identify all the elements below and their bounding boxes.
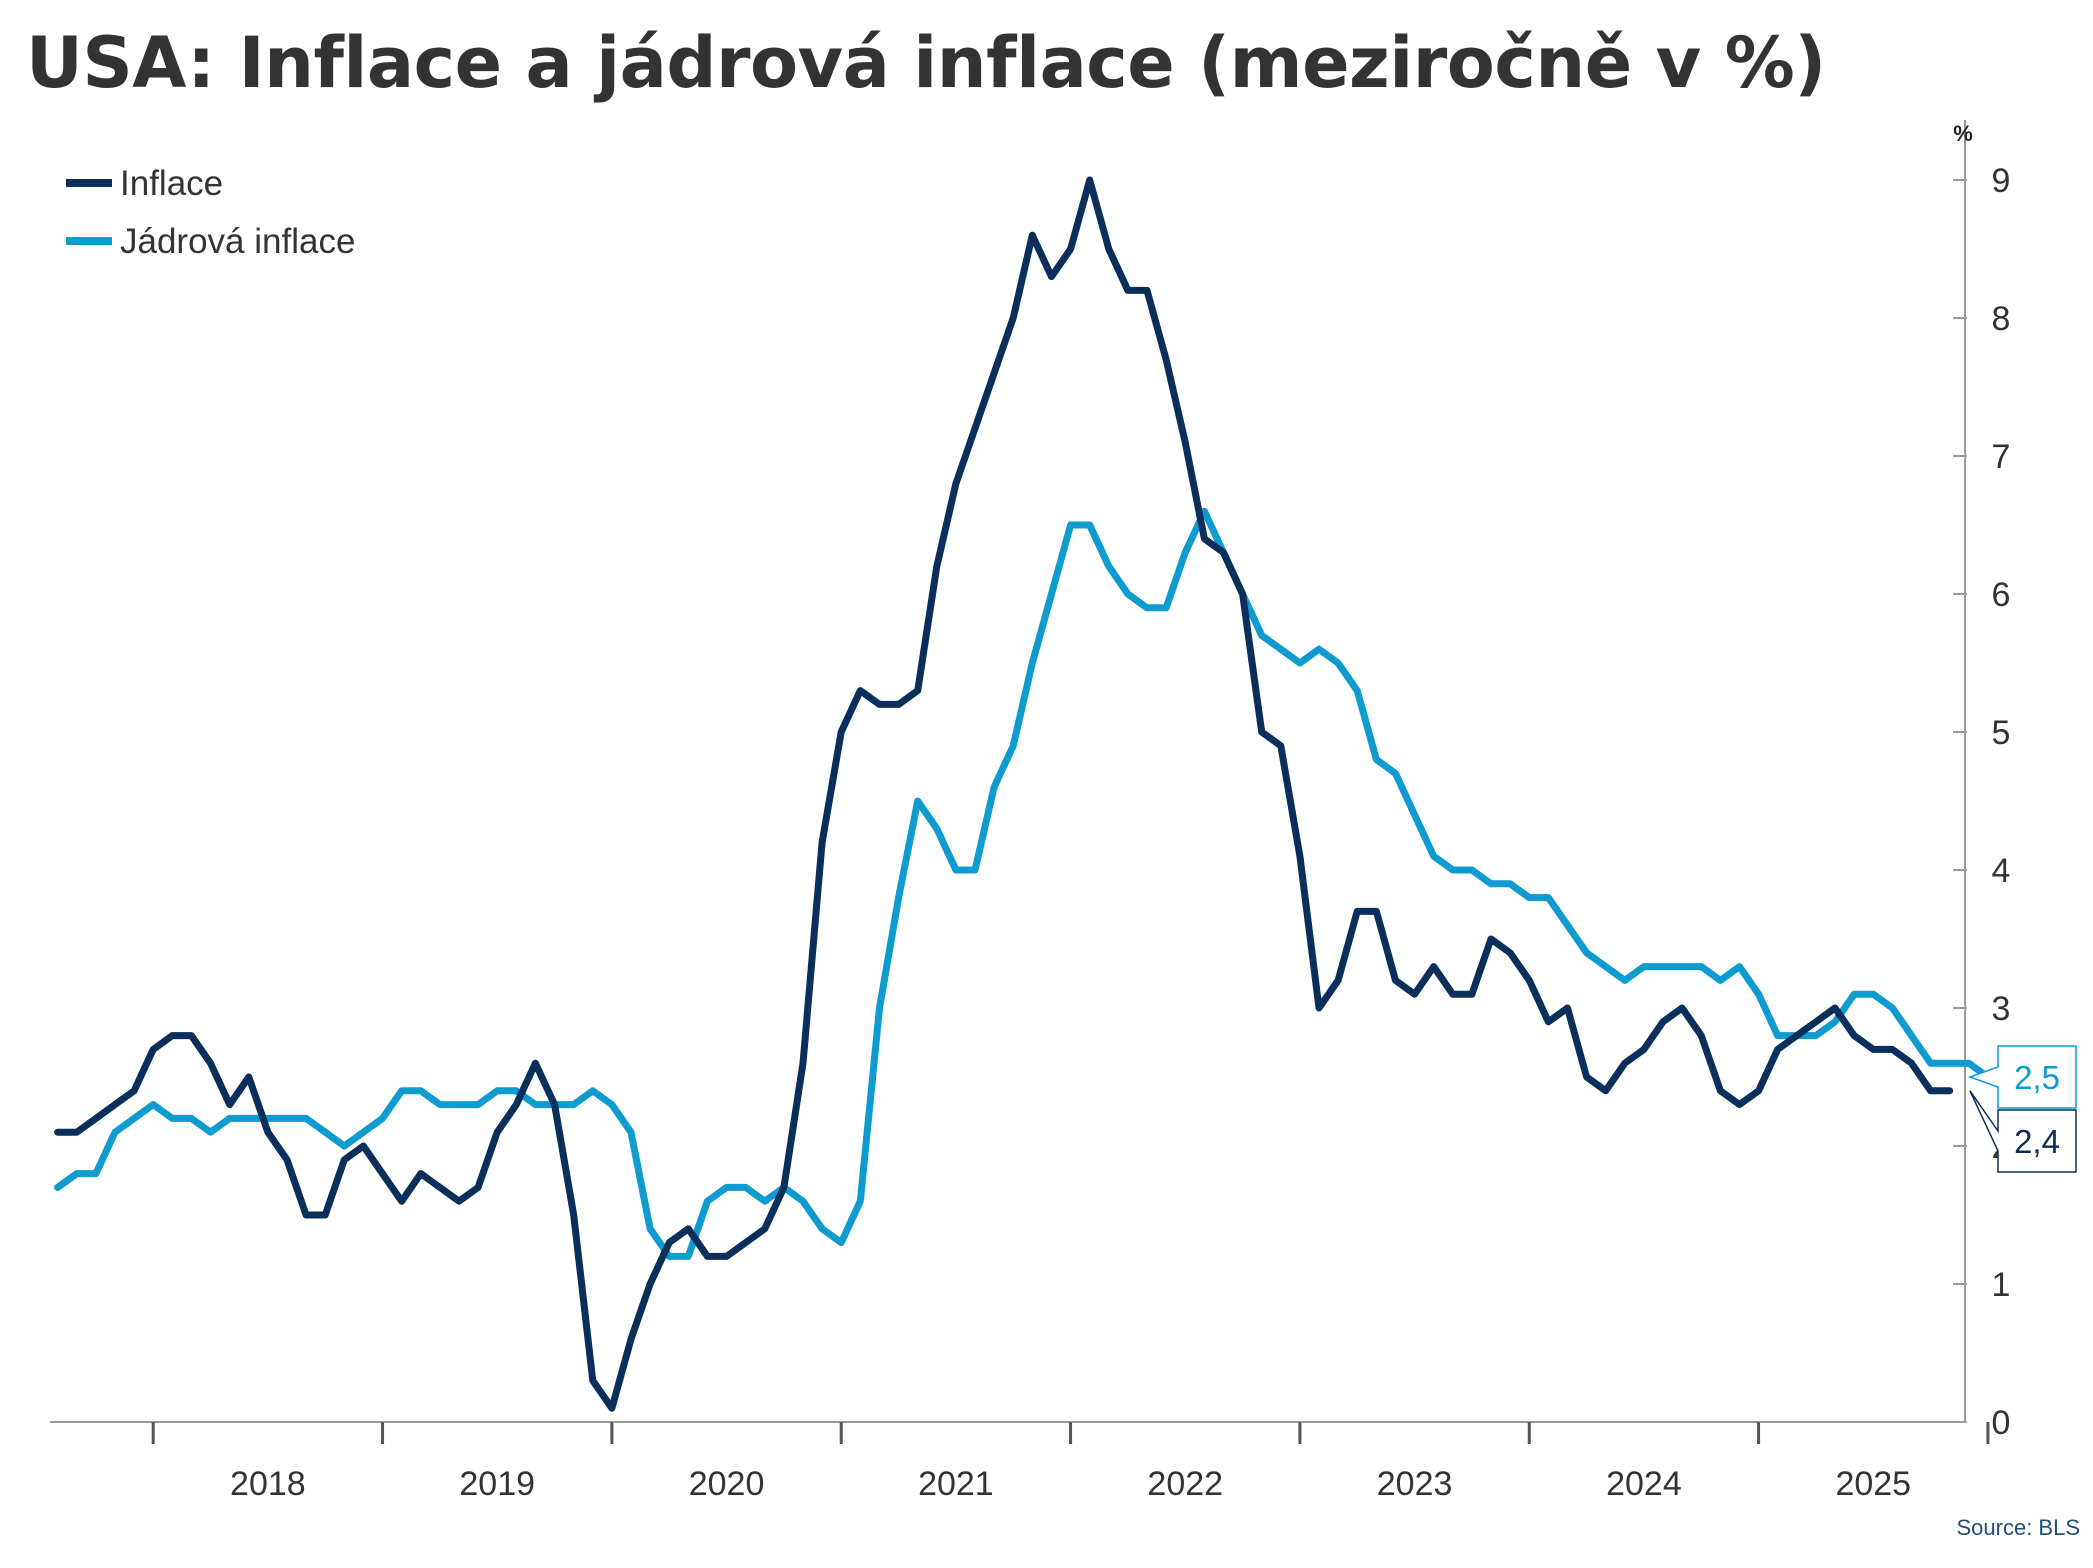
y-tick-label: 5 <box>1992 714 2011 752</box>
axes <box>50 120 1966 1423</box>
x-tick-label: 2021 <box>918 1465 994 1503</box>
x-tick-label: 2019 <box>459 1465 535 1503</box>
x-ticks: 2018 2019 2020 2021 2022 2023 2024 2025 <box>151 1422 1990 1503</box>
series-line-2 <box>54 176 1954 1412</box>
x-tick-label: 2024 <box>1606 1465 1682 1503</box>
end-value-label: 2,5 <box>2014 1059 2060 1096</box>
legend-label: Jádrová inflace <box>120 222 355 261</box>
y-unit-label: % <box>1953 121 1973 146</box>
y-tick-label: 0 <box>1992 1404 2011 1442</box>
chart-title: USA: Inflace a jádrová inflace (meziročn… <box>26 22 1826 104</box>
source-note: Source: BLS <box>1956 1515 2080 1540</box>
x-tick-label: 2018 <box>230 1465 306 1503</box>
x-tick-label: 2023 <box>1377 1465 1453 1503</box>
series-lines <box>54 176 2011 1412</box>
end-label-box <box>1969 1090 2077 1173</box>
y-tick-label: 3 <box>1992 990 2011 1028</box>
y-tick-label: 8 <box>1992 300 2011 338</box>
x-tick-label: 2020 <box>689 1465 765 1503</box>
end-labels: 2,5 2,4 <box>1967 1045 2077 1173</box>
y-tick-label: 9 <box>1992 162 2011 200</box>
x-tick-label: 2022 <box>1147 1465 1223 1503</box>
y-tick-label: 6 <box>1992 576 2011 614</box>
series-line-1 <box>54 507 2011 1260</box>
y-ticks: 0123456789 <box>1953 162 2010 1442</box>
legend: Inflace Jádrová inflace <box>66 164 355 261</box>
end-label-box <box>1967 1045 2077 1109</box>
y-tick-label: 1 <box>1992 1266 2011 1304</box>
x-tick-label: 2025 <box>1835 1465 1911 1503</box>
end-value-label: 2,4 <box>2014 1123 2060 1160</box>
legend-label: Inflace <box>120 164 223 203</box>
y-tick-label: 4 <box>1992 852 2011 890</box>
y-tick-label: 7 <box>1992 438 2011 476</box>
